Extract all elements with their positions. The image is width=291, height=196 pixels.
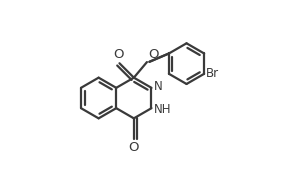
Text: O: O (129, 141, 139, 154)
Text: N: N (154, 80, 162, 93)
Text: O: O (148, 48, 158, 61)
Text: Br: Br (206, 67, 219, 80)
Text: NH: NH (154, 103, 171, 116)
Text: O: O (113, 48, 124, 62)
